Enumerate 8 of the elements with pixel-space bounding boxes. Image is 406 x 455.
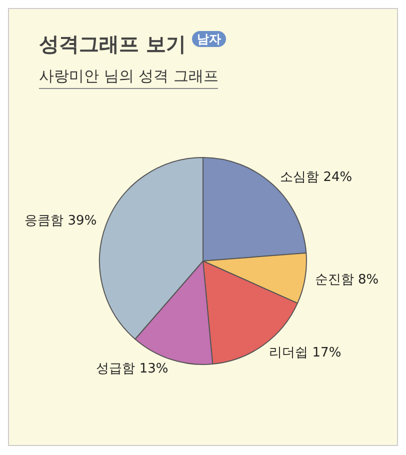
slice-label: 성급함 13% [96, 361, 168, 376]
text: 남자 [192, 31, 226, 47]
slice-label: 리더쉽 17% [269, 346, 342, 361]
chart-subtitle: 사랑미안 님의 성격 그래프 [39, 67, 218, 89]
chart-title: 성격그래프 보기 [39, 32, 186, 56]
slice-label: 응큼함 39% [24, 214, 97, 229]
slice-label: 소심함 24% [280, 170, 352, 186]
slice-label: 순진함 8% [314, 272, 379, 288]
